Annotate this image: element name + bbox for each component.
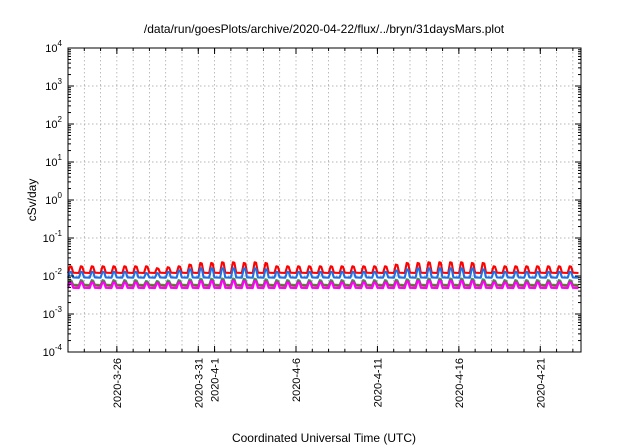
x-tick-label: 2020-4-6: [291, 358, 303, 402]
y-tick-label: 10-1: [43, 229, 63, 245]
y-tick-label: 101: [45, 153, 62, 169]
plot-frame: [67, 47, 582, 353]
x-tick-label: 2020-4-21: [535, 358, 547, 408]
series-line: [67, 267, 579, 279]
y-tick-label: 100: [45, 191, 62, 207]
chart-title: /data/run/goesPlots/archive/2020-04-22/f…: [144, 22, 505, 36]
y-tick-label: 102: [45, 115, 62, 131]
y-tick-label: 10-4: [43, 343, 63, 359]
x-tick-label: 2020-3-31: [193, 358, 205, 408]
y-tick-label: 10-2: [43, 267, 63, 283]
series-group: [66, 261, 579, 290]
y-axis-label: cSv/day: [25, 179, 39, 222]
x-tick-label: 2020-4-16: [454, 358, 466, 408]
x-tick-label: 2020-3-26: [112, 358, 124, 408]
y-axis: 10-4 10-3 10-2 10-1 100 101 102 103 104: [43, 39, 581, 359]
x-tick-label: 2020-4-1: [210, 358, 222, 402]
x-tick-label: 2020-4-11: [372, 358, 384, 407]
y-tick-label: 10-3: [43, 305, 63, 321]
x-axis-label: Coordinated Universal Time (UTC): [232, 431, 416, 445]
x-axis: 2020-3-26 2020-3-31 2020-4-1 2020-4-6 2020-4…: [83, 48, 574, 408]
series-line: [67, 279, 579, 290]
y-tick-label: 103: [45, 77, 62, 93]
series-line: [66, 261, 579, 275]
y-tick-label: 104: [45, 39, 62, 55]
grid: [68, 48, 581, 352]
